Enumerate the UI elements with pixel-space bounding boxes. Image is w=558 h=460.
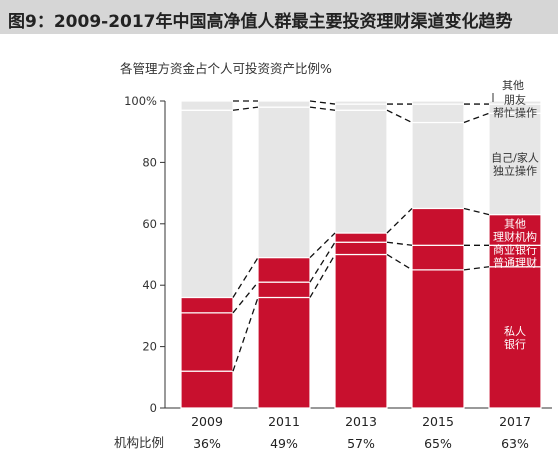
x-tick-label: 2017	[499, 414, 531, 429]
ratio-value: 49%	[270, 436, 298, 451]
y-tick-label: 0	[150, 401, 157, 415]
title-bar: 图9：2009-2017年中国高净值人群最主要投资理财渠道变化趋势	[0, 0, 558, 34]
bar-segment	[334, 109, 388, 234]
connector-line	[309, 254, 336, 298]
segment-label: 商业银行	[493, 243, 537, 257]
segment-label: 朋友	[504, 93, 526, 107]
bar-segment	[411, 269, 465, 409]
connector-line	[309, 241, 336, 283]
bar-segment	[257, 256, 311, 283]
bar-segment	[257, 100, 311, 108]
y-tick-label: 20	[142, 340, 157, 354]
segment-label: 其他	[504, 217, 526, 230]
connector-line	[463, 266, 490, 271]
segment-label: 独立操作	[493, 163, 537, 177]
bar-segment	[411, 100, 465, 105]
segment-label: 理财机构	[493, 229, 537, 243]
x-tick-label: 2011	[268, 414, 300, 429]
bar-segment	[334, 241, 388, 256]
ratio-value: 57%	[347, 436, 375, 451]
bar-segment	[334, 100, 388, 105]
connector-line	[232, 297, 259, 372]
ratio-value: 36%	[193, 436, 221, 451]
ratio-value: 63%	[501, 436, 529, 451]
connector-line	[232, 257, 259, 298]
bar-segment	[180, 100, 234, 111]
ratio-value: 65%	[424, 436, 452, 451]
bar-segment	[411, 244, 465, 271]
x-tick-label: 2009	[191, 414, 223, 429]
chart-title: 各管理方资金占个人可投资资产比例%	[120, 61, 332, 76]
bar-segment	[411, 103, 465, 124]
bar-segment	[180, 109, 234, 299]
segment-label: 自己/家人	[491, 150, 539, 164]
connector-line	[232, 281, 259, 314]
x-tick-label: 2015	[422, 414, 454, 429]
connector-line	[309, 232, 336, 259]
connector-line	[463, 207, 490, 216]
connector-line	[232, 106, 259, 111]
bar-segment	[180, 296, 234, 314]
segment-label: 私人	[504, 325, 526, 338]
bar-segment	[411, 207, 465, 246]
figure-title: 图9：2009-2017年中国高净值人群最主要投资理财渠道变化趋势	[8, 12, 513, 32]
connector-line	[386, 207, 413, 234]
bar-segment	[257, 106, 311, 259]
bar-segment	[334, 253, 388, 409]
y-tick-label: 100%	[124, 94, 157, 108]
bar-segment	[180, 370, 234, 409]
bar-segment	[257, 281, 311, 299]
bar-segment	[488, 266, 542, 409]
segment-label: 其他	[502, 79, 524, 92]
bar-segment	[488, 213, 542, 246]
bar-segment	[180, 312, 234, 372]
connector-line	[386, 241, 413, 246]
y-tick-label: 60	[142, 217, 157, 231]
y-tick-label: 80	[142, 155, 157, 169]
segment-label: 普通理财	[493, 256, 537, 270]
ratio-row-label: 机构比例	[114, 435, 165, 450]
connector-line	[309, 106, 336, 111]
x-tick-label: 2013	[345, 414, 377, 429]
connector-line	[463, 112, 490, 124]
segment-label: 帮忙操作	[493, 106, 537, 120]
connector-line	[309, 100, 336, 105]
bar-segment	[334, 103, 388, 111]
connector-line	[386, 109, 413, 124]
segment-label: 银行	[504, 337, 526, 351]
bar-segment	[488, 112, 542, 216]
y-tick-label: 40	[142, 278, 157, 292]
bar-segment	[334, 232, 388, 243]
connector-line	[386, 253, 413, 271]
bar-segment	[257, 296, 311, 409]
bar-segment	[411, 121, 465, 210]
bar-segment	[488, 100, 542, 105]
